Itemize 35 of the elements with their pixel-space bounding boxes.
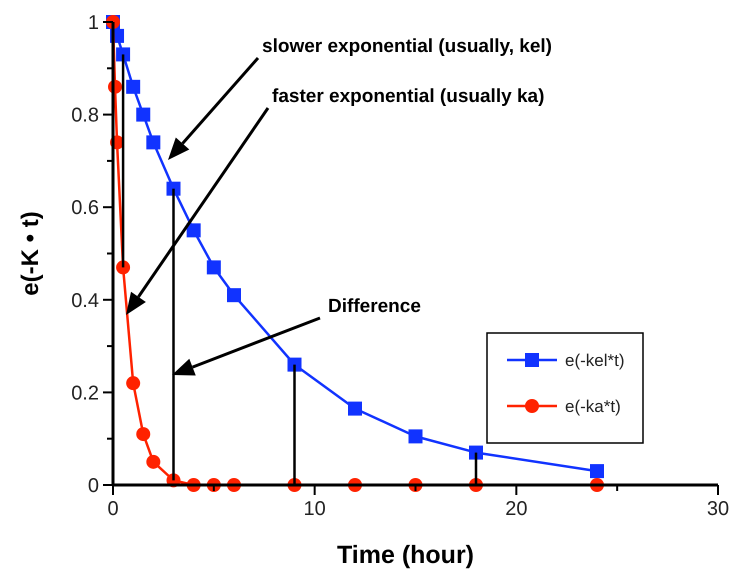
x-tick-label: 10 bbox=[304, 498, 326, 520]
point bbox=[116, 47, 130, 62]
point bbox=[166, 182, 180, 196]
point bbox=[126, 80, 140, 94]
x-axis-title: Time (hour) bbox=[336, 541, 474, 569]
y-tick-label: 0.8 bbox=[71, 104, 99, 127]
y-tick-label: 0.6 bbox=[71, 197, 99, 220]
point bbox=[408, 429, 422, 444]
point bbox=[590, 464, 604, 478]
point bbox=[288, 358, 302, 372]
point bbox=[469, 446, 483, 460]
annotation: faster exponential (usually ka) bbox=[272, 86, 544, 107]
bar bbox=[122, 54, 124, 268]
point bbox=[227, 288, 241, 302]
point bbox=[136, 108, 150, 122]
x-tick-label: 20 bbox=[505, 498, 528, 520]
point bbox=[348, 402, 362, 416]
y-tick-label: 0 bbox=[88, 475, 99, 497]
point bbox=[186, 223, 201, 238]
y-tick-label: 0.4 bbox=[71, 290, 99, 312]
y-tick-label: 0.2 bbox=[71, 382, 99, 404]
x-tick-label: 0 bbox=[107, 498, 119, 520]
legend-label: e(-ka*t) bbox=[565, 397, 621, 416]
x-tick-label: 30 bbox=[706, 498, 730, 520]
annotation: slower exponential (usually, kel) bbox=[262, 36, 552, 57]
y-axis-title: e(-K • t) bbox=[17, 211, 44, 296]
y-tick-label: 1 bbox=[88, 12, 99, 34]
point bbox=[206, 260, 221, 274]
point bbox=[146, 454, 160, 469]
point bbox=[136, 427, 150, 442]
point bbox=[146, 135, 160, 150]
annotation: Difference bbox=[328, 296, 421, 317]
bar bbox=[172, 188, 175, 480]
point bbox=[126, 376, 140, 390]
legend-label: e(-kel*t) bbox=[565, 351, 625, 370]
